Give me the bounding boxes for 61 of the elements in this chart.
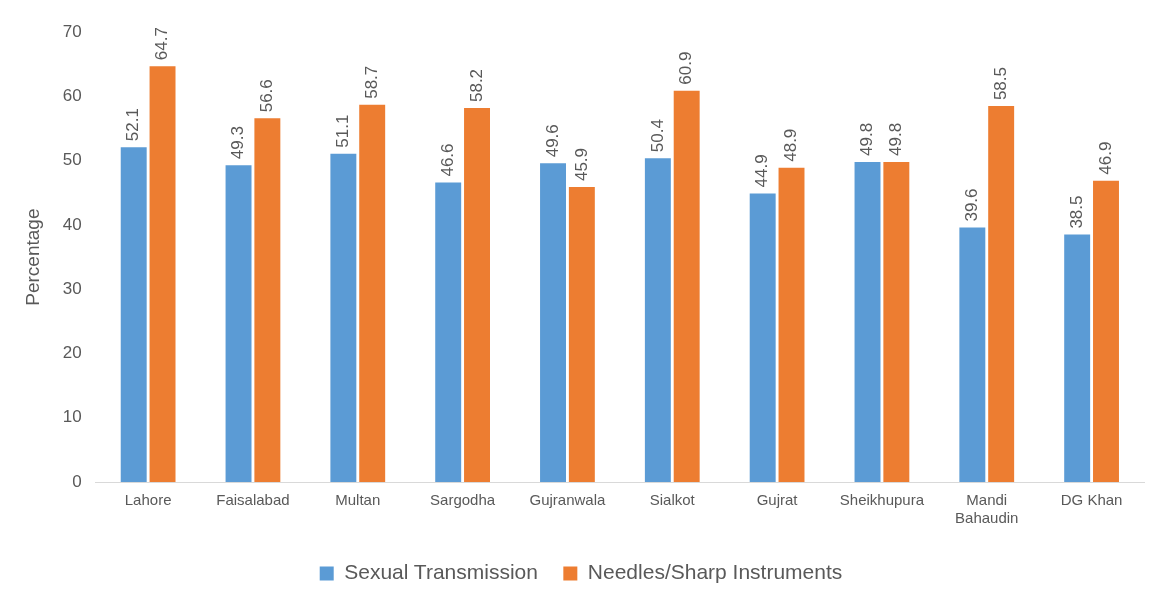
bar (854, 162, 881, 482)
data-label: 46.6 (437, 143, 457, 177)
x-tick-label: DG Khan (1060, 491, 1123, 509)
bar (644, 158, 671, 482)
bar (568, 187, 595, 482)
bar (330, 153, 357, 482)
data-label: 49.6 (542, 124, 562, 158)
x-tick-label: Sialkot (649, 491, 696, 509)
bar (254, 118, 281, 482)
y-tick-label: 20 (62, 343, 82, 363)
data-label: 64.7 (152, 27, 172, 61)
x-tick-label: Sheikhupura (839, 491, 925, 509)
x-tick-label: Multan (335, 491, 381, 509)
y-tick-label: 40 (62, 214, 82, 234)
data-label: 49.3 (228, 126, 248, 160)
legend-label: Needles/Sharp Instruments (587, 560, 843, 584)
bar (988, 106, 1015, 482)
data-label: 56.6 (257, 79, 277, 113)
bar (749, 193, 776, 482)
data-label: 58.7 (361, 65, 381, 99)
data-label: 51.1 (333, 114, 353, 148)
data-label: 58.2 (466, 68, 486, 103)
bar (435, 182, 462, 482)
y-tick-label: 0 (72, 471, 82, 491)
data-label: 38.5 (1066, 195, 1086, 229)
bar (540, 163, 566, 482)
x-tick-label: Lahore (124, 491, 172, 509)
bar (359, 104, 386, 482)
y-tick-label: 70 (62, 21, 82, 41)
y-tick-label: 10 (62, 407, 82, 427)
data-label: 49.8 (857, 122, 877, 156)
x-tick-label: Mandi Bahaudin (955, 491, 1019, 527)
data-label: 49.8 (886, 122, 906, 156)
y-tick-label: 30 (62, 278, 82, 298)
bar (225, 165, 252, 482)
x-tick-label: Sargodha (430, 491, 496, 509)
x-tick-label: Gujranwala (529, 491, 607, 509)
data-label: 50.4 (647, 119, 667, 153)
data-label: 44.9 (752, 154, 772, 188)
x-tick-label: Faisalabad (216, 491, 290, 509)
data-label: 45.9 (571, 147, 591, 182)
data-label: 52.1 (123, 108, 143, 142)
data-label: 46.9 (1095, 141, 1115, 175)
data-label: 48.9 (781, 128, 801, 162)
legend-label: Sexual Transmission (344, 560, 538, 584)
bar (883, 162, 910, 482)
bar (149, 66, 176, 482)
bar (120, 147, 147, 482)
bar (1064, 234, 1091, 482)
y-axis-title: Percentage (21, 208, 43, 306)
bar (959, 227, 986, 482)
bar (464, 108, 490, 482)
y-tick-label: 50 (62, 150, 82, 170)
data-label: 39.6 (962, 188, 982, 222)
bar (778, 167, 805, 482)
bar (1093, 180, 1119, 482)
data-label: 58.5 (990, 67, 1010, 101)
data-label: 60.9 (676, 51, 696, 85)
y-tick-label: 60 (62, 86, 82, 106)
x-tick-label: Gujrat (756, 491, 799, 509)
bar (673, 90, 700, 482)
